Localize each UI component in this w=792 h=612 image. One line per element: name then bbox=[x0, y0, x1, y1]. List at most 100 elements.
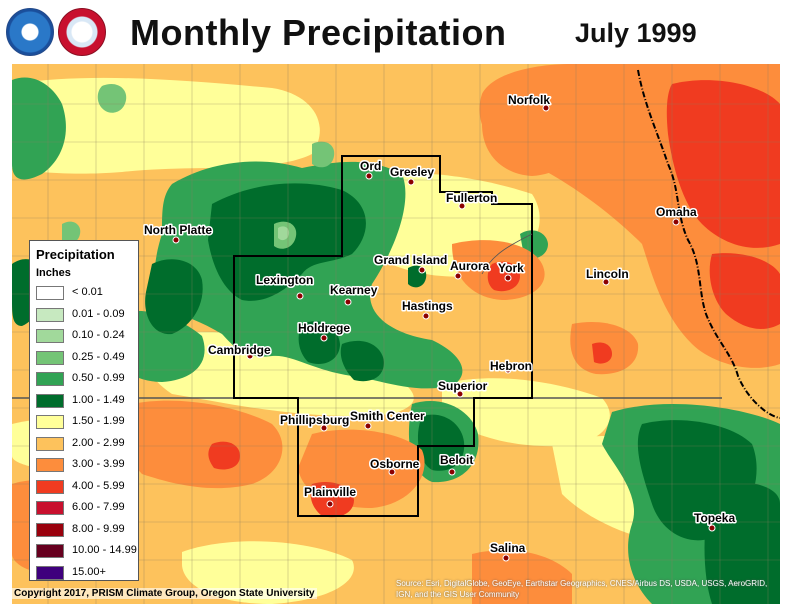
legend-label: 4.00 - 5.99 bbox=[72, 479, 125, 492]
city-markers: Norfolk Ord Greeley Fullerton North Plat… bbox=[143, 92, 737, 562]
legend-item: 1.00 - 1.49 bbox=[36, 393, 136, 410]
wfo-boundary bbox=[233, 155, 533, 517]
city-dot-york bbox=[504, 274, 512, 282]
city-label-osborne: Osborne bbox=[370, 457, 420, 471]
legend-swatch bbox=[36, 436, 64, 451]
legend-units: Inches bbox=[36, 267, 71, 279]
city-label-smith-center: Smith Center bbox=[350, 409, 425, 423]
legend-swatch bbox=[36, 415, 64, 429]
legend-item: 4.00 - 5.99 bbox=[36, 479, 136, 496]
city-label-north-platte: North Platte bbox=[144, 223, 212, 237]
city-dot-lexington bbox=[296, 292, 304, 300]
city-dot-salina bbox=[502, 554, 510, 562]
legend-label: 1.50 - 1.99 bbox=[72, 415, 125, 427]
legend-swatch bbox=[36, 329, 64, 343]
city-label-beloit: Beloit bbox=[440, 453, 473, 467]
legend-label: 10.00 - 14.99 bbox=[72, 544, 137, 556]
city-dot-greeley bbox=[407, 178, 415, 186]
city-label-superior: Superior bbox=[438, 379, 488, 393]
legend-swatch bbox=[36, 479, 64, 494]
legend-swatch bbox=[36, 544, 64, 558]
city-dot-hastings bbox=[422, 312, 430, 320]
legend-item: 8.00 - 9.99 bbox=[36, 522, 136, 539]
city-dot-lincoln bbox=[602, 278, 610, 286]
legend-item: 2.00 - 2.99 bbox=[36, 436, 136, 453]
city-dot-aurora bbox=[454, 272, 462, 280]
city-label-plainville: Plainville bbox=[304, 485, 356, 499]
legend-item: 15.00+ bbox=[36, 565, 136, 582]
river-boundary bbox=[637, 69, 780, 419]
legend-label: 0.50 - 0.99 bbox=[72, 372, 125, 384]
legend-swatch bbox=[36, 458, 64, 472]
city-label-salina: Salina bbox=[490, 541, 526, 555]
city-label-hebron: Hebron bbox=[490, 359, 532, 373]
precip-zone-0.10-0.24 bbox=[278, 226, 290, 241]
map-title: Monthly Precipitation bbox=[130, 12, 507, 53]
header: Monthly Precipitation July 1999 bbox=[0, 0, 792, 64]
legend-label: 2.00 - 2.99 bbox=[72, 436, 125, 449]
city-dot-north-platte bbox=[172, 236, 180, 244]
city-label-omaha: Omaha bbox=[656, 205, 697, 219]
legend-swatch bbox=[36, 501, 64, 515]
legend-title: Precipitation bbox=[36, 247, 115, 262]
legend-item: 10.00 - 14.99 bbox=[36, 543, 137, 560]
legend-swatch bbox=[36, 286, 64, 300]
legend-item: 0.25 - 0.49 bbox=[36, 350, 136, 367]
legend-label: < 0.01 bbox=[72, 286, 103, 298]
city-label-hastings: Hastings bbox=[402, 299, 453, 313]
city-label-phillipsburg: Phillipsburg bbox=[280, 413, 349, 427]
legend-item: 0.01 - 0.09 bbox=[36, 307, 136, 324]
legend-label: 6.00 - 7.99 bbox=[72, 501, 125, 513]
city-dot-norfolk bbox=[542, 104, 550, 112]
city-label-greeley: Greeley bbox=[390, 165, 434, 179]
city-label-topeka: Topeka bbox=[694, 511, 735, 525]
legend-label: 0.10 - 0.24 bbox=[72, 329, 125, 341]
legend-swatch bbox=[36, 565, 64, 580]
legend-item: 0.50 - 0.99 bbox=[36, 371, 136, 388]
legend-swatch bbox=[36, 522, 64, 537]
legend-item: < 0.01 bbox=[36, 285, 136, 302]
city-label-york: York bbox=[498, 261, 524, 275]
precip-zone-4.00-5.99 bbox=[208, 80, 780, 518]
city-dot-ord bbox=[365, 172, 373, 180]
legend-item: 0.10 - 0.24 bbox=[36, 328, 136, 345]
city-label-cambridge: Cambridge bbox=[208, 343, 271, 357]
map-date: July 1999 bbox=[575, 18, 697, 48]
river-line bbox=[481, 233, 533, 275]
legend-label: 8.00 - 9.99 bbox=[72, 522, 125, 535]
legend-label: 0.01 - 0.09 bbox=[72, 307, 125, 320]
city-dot-topeka bbox=[708, 524, 716, 532]
legend-label: 1.00 - 1.49 bbox=[72, 393, 125, 406]
city-label-norfolk: Norfolk bbox=[508, 93, 550, 107]
legend-swatch bbox=[36, 307, 64, 322]
legend-item: 1.50 - 1.99 bbox=[36, 414, 136, 431]
city-dot-beloit bbox=[448, 468, 456, 476]
city-dot-cambridge bbox=[246, 352, 254, 360]
city-label-ord: Ord bbox=[360, 159, 381, 173]
nws-logo-icon bbox=[58, 8, 106, 56]
city-label-kearney: Kearney bbox=[330, 283, 378, 297]
city-label-lincoln: Lincoln bbox=[586, 267, 629, 281]
legend-label: 0.25 - 0.49 bbox=[72, 350, 125, 363]
city-dot-hebron bbox=[504, 366, 512, 374]
legend-swatch bbox=[36, 393, 64, 408]
precipitation-legend: Precipitation Inches < 0.01 0.01 - 0.09 0.… bbox=[29, 240, 139, 581]
city-label-fullerton: Fullerton bbox=[446, 191, 497, 205]
legend-swatch bbox=[36, 350, 64, 365]
city-dot-smith-center bbox=[364, 422, 372, 430]
city-label-grand-island: Grand Island bbox=[374, 253, 447, 267]
city-label-lexington: Lexington bbox=[256, 273, 313, 287]
city-label-holdrege: Holdrege bbox=[298, 321, 350, 335]
city-dot-osborne bbox=[388, 468, 396, 476]
city-label-aurora: Aurora bbox=[450, 259, 490, 273]
city-dot-phillipsburg bbox=[320, 424, 328, 432]
legend-label: 3.00 - 3.99 bbox=[72, 458, 125, 470]
noaa-logo-icon bbox=[6, 8, 54, 56]
city-dot-fullerton bbox=[458, 202, 466, 210]
attribution-text: Source: Esri, DigitalGlobe, GeoEye, Eart… bbox=[396, 579, 768, 599]
legend-swatch bbox=[36, 372, 64, 386]
legend-label: 15.00+ bbox=[72, 565, 106, 578]
city-dot-superior bbox=[456, 390, 464, 398]
city-dot-grand-island bbox=[418, 266, 426, 274]
legend-item: 6.00 - 7.99 bbox=[36, 500, 136, 517]
